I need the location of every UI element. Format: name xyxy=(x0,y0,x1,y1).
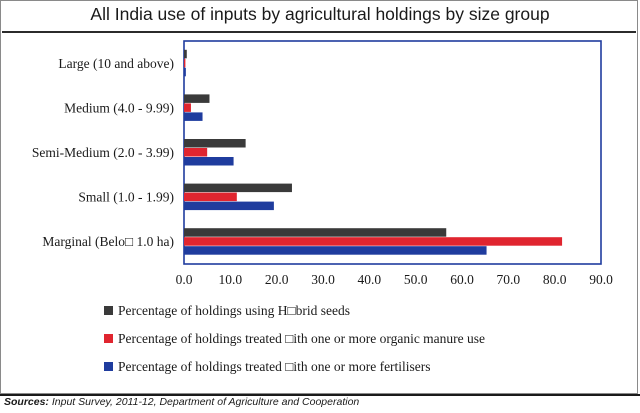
bar-3-cat-5 xyxy=(184,246,487,255)
category-label: Medium (4.0 - 9.99) xyxy=(64,100,174,115)
title-divider xyxy=(2,31,636,33)
x-tick-label: 30.0 xyxy=(311,272,335,287)
x-tick-label: 60.0 xyxy=(450,272,474,287)
category-label: Marginal (Belo□ 1.0 ha) xyxy=(42,234,174,249)
bar-2-cat-4 xyxy=(184,192,237,202)
category-label: Large (10 and above) xyxy=(58,56,174,71)
source-divider xyxy=(0,394,640,396)
source-note: Sources: Input Survey, 2011-12, Departme… xyxy=(4,396,636,408)
bar-2-cat-5 xyxy=(184,237,563,246)
legend-label-hybrid-seeds: Percentage of holdings using H□brid seed… xyxy=(118,303,350,318)
legend-swatch-organic-manure xyxy=(104,334,113,343)
x-tick-label: 40.0 xyxy=(358,272,382,287)
bar-1-cat-1 xyxy=(184,49,187,59)
bar-chart: Large (10 and above) Medium (4.0 - 9.99) S… xyxy=(32,40,613,287)
bar-2-cat-1 xyxy=(184,58,186,68)
x-tick-label: 70.0 xyxy=(497,272,521,287)
bar-3-cat-4 xyxy=(184,201,274,211)
x-tick-label: 50.0 xyxy=(404,272,428,287)
bar-1-cat-4 xyxy=(184,183,292,193)
legend-swatch-fertilisers xyxy=(104,362,113,371)
bar-2-cat-2 xyxy=(184,103,191,112)
legend-label-organic-manure: Percentage of holdings treated □ith one … xyxy=(118,331,486,346)
x-tick-label: 80.0 xyxy=(543,272,567,287)
legend-swatch-hybrid-seeds xyxy=(104,306,113,315)
chart-frame xyxy=(0,0,638,394)
bar-1-cat-5 xyxy=(184,228,447,237)
bar-3-cat-1 xyxy=(184,67,186,77)
x-tick-label: 10.0 xyxy=(219,272,243,287)
x-tick-label: 0.0 xyxy=(176,272,193,287)
x-tick-label: 90.0 xyxy=(589,272,613,287)
category-label: Semi-Medium (2.0 - 3.99) xyxy=(32,145,174,160)
bar-3-cat-2 xyxy=(184,112,203,121)
bar-2-cat-3 xyxy=(184,148,208,157)
bar-3-cat-3 xyxy=(184,157,234,166)
category-label: Small (1.0 - 1.99) xyxy=(78,190,174,205)
chart-title: All India use of inputs by agricultural … xyxy=(90,4,550,24)
source-label: Sources: xyxy=(4,396,49,408)
x-tick-label: 20.0 xyxy=(265,272,289,287)
bar-1-cat-3 xyxy=(184,139,246,148)
bar-1-cat-2 xyxy=(184,94,210,103)
source-text: Input Survey, 2011-12, Department of Agr… xyxy=(48,396,360,408)
legend-label-fertilisers: Percentage of holdings treated □ith one … xyxy=(118,359,431,374)
